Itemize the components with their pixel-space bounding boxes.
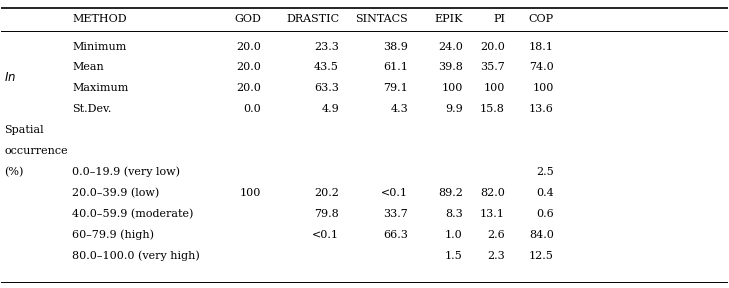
Text: 20.0: 20.0 [236, 84, 261, 93]
Text: 2.5: 2.5 [536, 167, 554, 177]
Text: 24.0: 24.0 [438, 41, 463, 52]
Text: 0.0: 0.0 [243, 104, 261, 114]
Text: SINTACS: SINTACS [356, 14, 408, 24]
Text: 13.1: 13.1 [480, 209, 505, 219]
Text: 63.3: 63.3 [314, 84, 339, 93]
Text: COP: COP [529, 14, 554, 24]
Text: 61.1: 61.1 [383, 62, 408, 73]
Text: 18.1: 18.1 [529, 41, 554, 52]
Text: Mean: Mean [72, 62, 104, 73]
Text: (%): (%) [4, 167, 24, 177]
Text: EPIK: EPIK [434, 14, 463, 24]
Text: 13.6: 13.6 [529, 104, 554, 114]
Text: 80.0–100.0 (very high): 80.0–100.0 (very high) [72, 251, 200, 261]
Text: Minimum: Minimum [72, 41, 126, 52]
Text: 1.0: 1.0 [445, 230, 463, 240]
Text: $\mathit{In}$: $\mathit{In}$ [4, 71, 17, 84]
Text: 35.7: 35.7 [480, 62, 505, 73]
Text: 60–79.9 (high): 60–79.9 (high) [72, 230, 154, 240]
Text: <0.1: <0.1 [312, 230, 339, 240]
Text: 100: 100 [532, 84, 554, 93]
Text: 20.2: 20.2 [314, 188, 339, 198]
Text: <0.1: <0.1 [381, 188, 408, 198]
Text: 15.8: 15.8 [480, 104, 505, 114]
Text: 84.0: 84.0 [529, 230, 554, 240]
Text: 23.3: 23.3 [314, 41, 339, 52]
Text: 89.2: 89.2 [438, 188, 463, 198]
Text: 66.3: 66.3 [383, 230, 408, 240]
Text: 79.1: 79.1 [383, 84, 408, 93]
Text: 33.7: 33.7 [383, 209, 408, 219]
Text: 40.0–59.9 (moderate): 40.0–59.9 (moderate) [72, 209, 193, 219]
Text: 12.5: 12.5 [529, 251, 554, 261]
Text: DRASTIC: DRASTIC [286, 14, 339, 24]
Text: St.Dev.: St.Dev. [72, 104, 112, 114]
Text: 79.8: 79.8 [314, 209, 339, 219]
Text: Spatial: Spatial [4, 125, 44, 135]
Text: 0.6: 0.6 [536, 209, 554, 219]
Text: 8.3: 8.3 [445, 209, 463, 219]
Text: 0.4: 0.4 [536, 188, 554, 198]
Text: 2.3: 2.3 [487, 251, 505, 261]
Text: 20.0: 20.0 [480, 41, 505, 52]
Text: PI: PI [493, 14, 505, 24]
Text: 100: 100 [240, 188, 261, 198]
Text: 4.3: 4.3 [391, 104, 408, 114]
Text: 100: 100 [483, 84, 505, 93]
Text: 20.0: 20.0 [236, 41, 261, 52]
Text: 38.9: 38.9 [383, 41, 408, 52]
Text: 4.9: 4.9 [321, 104, 339, 114]
Text: occurrence: occurrence [4, 146, 68, 156]
Text: Maximum: Maximum [72, 84, 128, 93]
Text: 20.0–39.9 (low): 20.0–39.9 (low) [72, 188, 159, 198]
Text: 100: 100 [441, 84, 463, 93]
Text: GOD: GOD [234, 14, 261, 24]
Text: 1.5: 1.5 [445, 251, 463, 261]
Text: 74.0: 74.0 [529, 62, 554, 73]
Text: 43.5: 43.5 [314, 62, 339, 73]
Text: 2.6: 2.6 [487, 230, 505, 240]
Text: 0.0–19.9 (very low): 0.0–19.9 (very low) [72, 167, 180, 177]
Text: 9.9: 9.9 [445, 104, 463, 114]
Text: 20.0: 20.0 [236, 62, 261, 73]
Text: METHOD: METHOD [72, 14, 127, 24]
Text: 82.0: 82.0 [480, 188, 505, 198]
Text: 39.8: 39.8 [438, 62, 463, 73]
